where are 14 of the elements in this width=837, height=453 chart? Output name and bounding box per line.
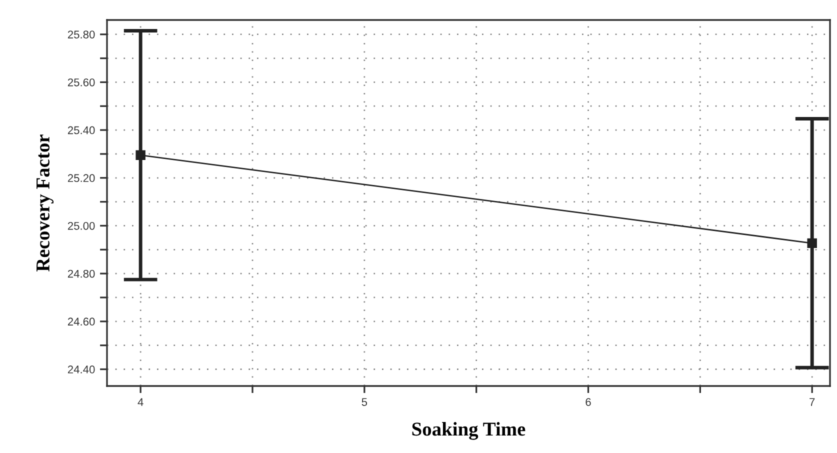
y-tick-label: 25.80 (68, 30, 95, 38)
y-tick-label: 25.20 (68, 174, 95, 182)
y-tick-label: 24.40 (68, 366, 95, 374)
y-tick-label: 24.80 (68, 270, 95, 278)
y-tick-label: 25.40 (68, 126, 95, 134)
x-axis-title: Soaking Time (412, 422, 526, 440)
x-tick-label: 5 (362, 398, 368, 406)
y-axis-title: Recovery Factor (36, 134, 54, 272)
y-tick-label: 24.60 (68, 318, 95, 326)
x-tick-label: 4 (138, 398, 144, 406)
y-tick-label: 25.60 (68, 78, 95, 86)
x-tick-label: 6 (586, 398, 591, 406)
x-tick-label: 7 (810, 398, 815, 406)
y-tick-label: 25.00 (68, 222, 95, 230)
